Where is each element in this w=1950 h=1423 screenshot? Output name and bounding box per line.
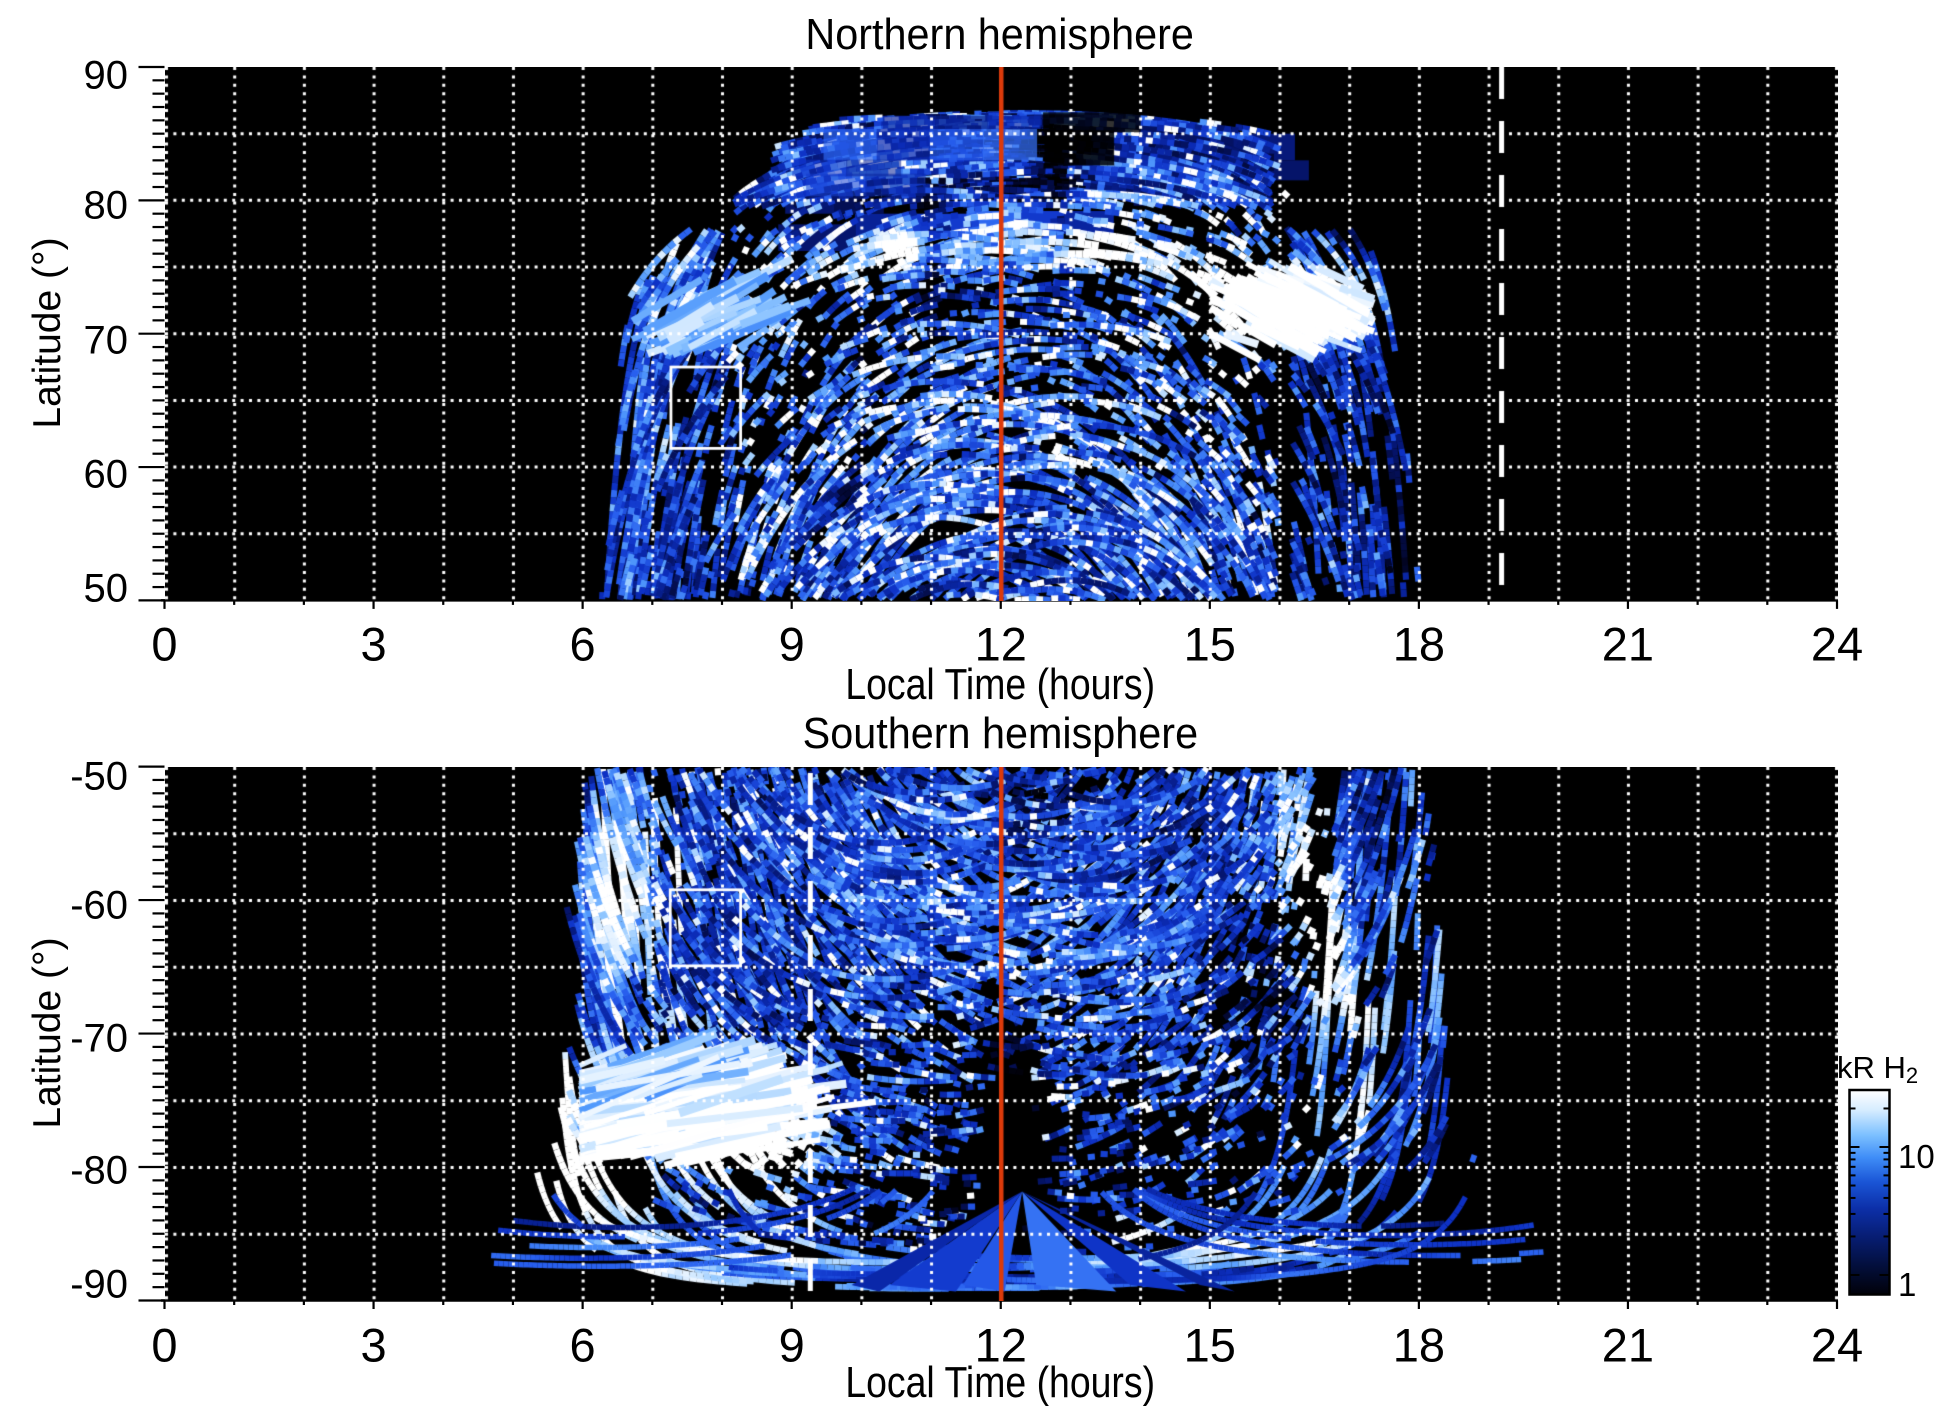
svg-text:10: 10 <box>1898 1138 1935 1175</box>
svg-text:kR H2: kR H2 <box>1837 1050 1918 1088</box>
svg-text:1: 1 <box>1898 1266 1916 1303</box>
